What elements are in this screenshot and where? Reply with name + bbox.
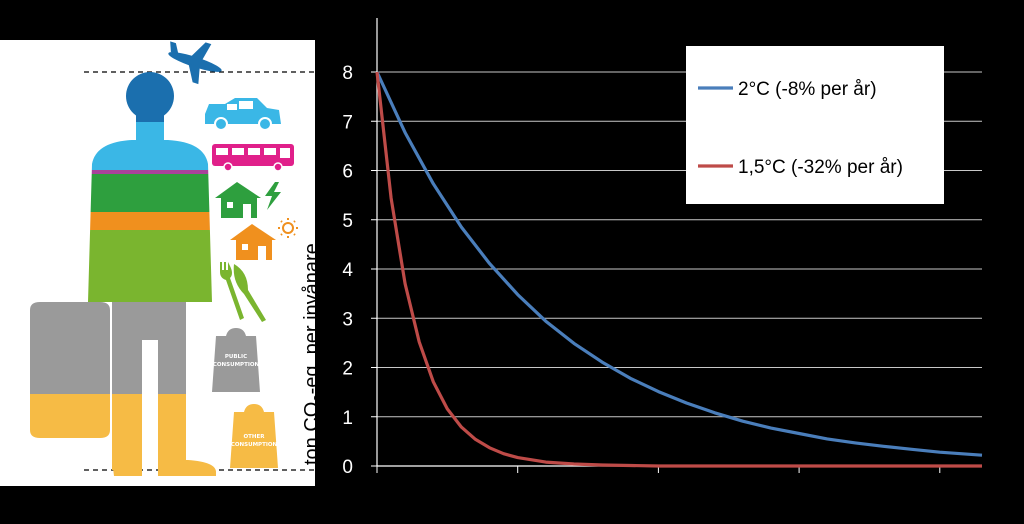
bus-icon bbox=[212, 144, 294, 172]
y-tick-label: 4 bbox=[342, 260, 353, 281]
legend-entry-2: 1,5°C (-32% per år) bbox=[738, 157, 903, 178]
y-tick-label: 3 bbox=[342, 309, 353, 330]
legend-box bbox=[686, 46, 944, 204]
y-tick-label: 2 bbox=[342, 359, 353, 380]
y-tick-label: 6 bbox=[342, 162, 353, 183]
legend: 2°C (-8% per år) 1,5°C (-32% per år) bbox=[686, 46, 944, 204]
y-tick-labels: 0 1 2 3 4 5 6 7 8 bbox=[342, 63, 353, 478]
public-bag-line2: CONSUMPTION bbox=[213, 362, 260, 368]
legend-entry-1: 2°C (-8% per år) bbox=[738, 79, 877, 100]
other-bag-line2: CONSUMPTION bbox=[231, 442, 278, 448]
other-consumption-bag-icon: OTHER CONSUMPTION bbox=[230, 404, 278, 468]
y-tick-label: 7 bbox=[342, 112, 353, 133]
series-line-1 bbox=[375, 71, 983, 457]
y-tick-label: 0 bbox=[342, 457, 353, 478]
house-sun-icon bbox=[230, 218, 298, 260]
carbon-footprint-infographic: PUBLIC CONSUMPTION OTHER CONSUMPTION ton… bbox=[0, 40, 326, 486]
y-tick-label: 8 bbox=[342, 63, 353, 84]
series-lines bbox=[375, 71, 983, 468]
house-electricity-icon bbox=[215, 182, 281, 218]
y-tick-label: 5 bbox=[342, 211, 353, 232]
band-public bbox=[30, 302, 216, 394]
y-tick-label: 1 bbox=[342, 408, 353, 429]
other-bag-line1: OTHER bbox=[243, 434, 265, 440]
public-bag-line1: PUBLIC bbox=[225, 354, 247, 360]
fork-knife-icon bbox=[220, 262, 266, 322]
car-icon bbox=[205, 98, 281, 131]
person-silhouette: PUBLIC CONSUMPTION OTHER CONSUMPTION ton… bbox=[30, 41, 326, 476]
airplane-icon bbox=[168, 41, 222, 85]
public-consumption-bag-icon: PUBLIC CONSUMPTION bbox=[212, 328, 260, 392]
series-line-2 bbox=[375, 71, 982, 468]
band-bus bbox=[30, 170, 216, 174]
